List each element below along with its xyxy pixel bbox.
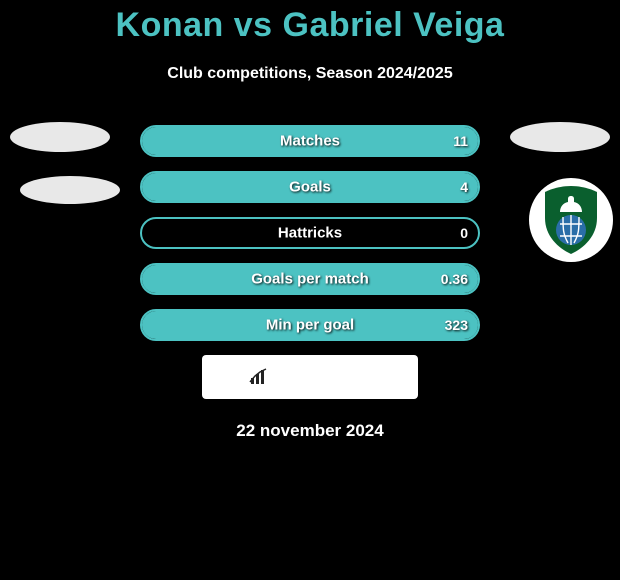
stat-row-goals-per-match: Goals per match 0.36 — [140, 263, 480, 295]
stat-right-value: 323 — [445, 317, 468, 333]
stat-row-hattricks: Hattricks 0 — [140, 217, 480, 249]
bar-chart-icon — [249, 368, 269, 386]
stat-right-value: 0 — [460, 225, 468, 241]
date-line: 22 november 2024 — [0, 421, 620, 441]
source-logo-text: FcTables.com — [273, 368, 372, 386]
stats-container: Matches 11 Goals 4 Hattricks 0 Goals per… — [0, 125, 620, 341]
stat-label: Hattricks — [278, 225, 342, 242]
stat-label: Min per goal — [266, 317, 354, 334]
stat-row-matches: Matches 11 — [140, 125, 480, 157]
stat-right-value: 0.36 — [441, 271, 468, 287]
vs-separator: vs — [234, 6, 273, 44]
page-title: Konan vs Gabriel Veiga — [0, 0, 620, 45]
stat-label: Goals per match — [251, 271, 369, 288]
stat-label: Matches — [280, 133, 340, 150]
stat-row-min-per-goal: Min per goal 323 — [140, 309, 480, 341]
stat-right-value: 4 — [460, 179, 468, 195]
stat-row-goals: Goals 4 — [140, 171, 480, 203]
stat-label: Goals — [289, 179, 331, 196]
source-logo: FcTables.com — [202, 355, 418, 399]
player1-name: Konan — [116, 6, 224, 44]
competition-subtitle: Club competitions, Season 2024/2025 — [0, 65, 620, 83]
player2-name: Gabriel Veiga — [283, 6, 505, 44]
stat-right-value: 11 — [453, 133, 468, 149]
